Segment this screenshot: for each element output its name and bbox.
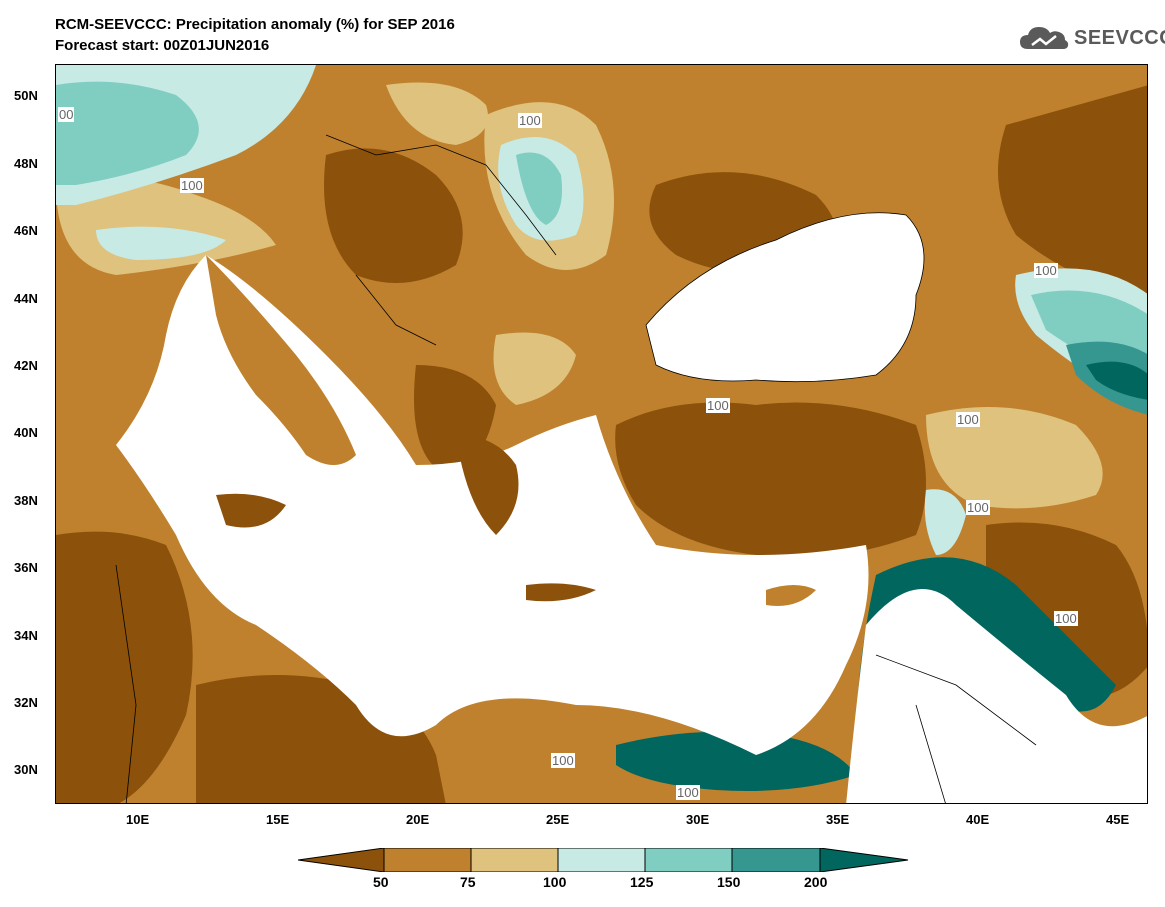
lat-label: 44N xyxy=(14,291,38,306)
lat-label: 30N xyxy=(14,762,38,777)
lat-label: 36N xyxy=(14,560,38,575)
colorbar-label: 50 xyxy=(373,874,389,890)
lat-label: 42N xyxy=(14,358,38,373)
anomaly-region xyxy=(616,731,856,791)
anomaly-map xyxy=(56,65,1147,803)
colorbar-label: 100 xyxy=(543,874,567,890)
land-crete xyxy=(526,583,596,602)
lon-label: 40E xyxy=(966,812,990,827)
chart-title: RCM-SEEVCCC: Precipitation anomaly (%) f… xyxy=(55,14,455,56)
lon-label: 15E xyxy=(266,812,290,827)
contour-label: 100 xyxy=(676,785,700,800)
lat-label: 32N xyxy=(14,695,38,710)
lon-label: 45E xyxy=(1106,812,1130,827)
contour-label: 100 xyxy=(1054,611,1078,626)
colorbar-seg-50-75 xyxy=(383,848,472,872)
contour-label: 100 xyxy=(1034,263,1058,278)
map-panel: 00 100 100 100 100 100 100 100 100 100 xyxy=(55,64,1148,804)
anomaly-region xyxy=(56,531,193,803)
contour-label: 100 xyxy=(180,178,204,193)
colorbar-seg-125-150 xyxy=(644,848,733,872)
colorbar-seg-gt200 xyxy=(819,848,909,872)
colorbar-seg-75-100 xyxy=(470,848,559,872)
land-sicily xyxy=(216,493,286,528)
country-borders xyxy=(115,134,1037,803)
title-line-1: RCM-SEEVCCC: Precipitation anomaly (%) f… xyxy=(55,16,455,33)
colorbar-label: 75 xyxy=(460,874,476,890)
coastlines xyxy=(645,212,925,383)
colorbar-label: 125 xyxy=(630,874,654,890)
contour-label: 100 xyxy=(956,412,980,427)
lat-label: 46N xyxy=(14,223,38,238)
contour-label: 100 xyxy=(518,113,542,128)
colorbar xyxy=(298,848,909,872)
lat-label: 34N xyxy=(14,628,38,643)
desert-masked xyxy=(846,589,1147,803)
lon-label: 10E xyxy=(126,812,150,827)
anomaly-region xyxy=(1086,361,1147,400)
land-cyprus xyxy=(766,585,816,606)
anomaly-region xyxy=(386,82,488,145)
anomaly-region xyxy=(516,152,562,225)
anomaly-region xyxy=(926,407,1103,509)
cloud-icon xyxy=(1020,27,1069,49)
lat-label: 40N xyxy=(14,425,38,440)
colorbar-seg-100-125 xyxy=(557,848,646,872)
lat-label: 38N xyxy=(14,493,38,508)
contour-label: 00 xyxy=(58,107,75,122)
colorbar-label: 150 xyxy=(717,874,741,890)
logo-text: SEEVCCC xyxy=(1074,26,1165,49)
lon-label: 20E xyxy=(406,812,430,827)
lon-label: 35E xyxy=(826,812,850,827)
colorbar-label: 200 xyxy=(804,874,828,890)
anomaly-region xyxy=(96,226,226,260)
contour-label: 100 xyxy=(706,398,730,413)
seevccc-logo: SEEVCCC xyxy=(1018,20,1165,56)
anomaly-region xyxy=(324,148,463,283)
lon-label: 30E xyxy=(686,812,710,827)
anomaly-region xyxy=(998,85,1147,295)
contour-label: 100 xyxy=(966,500,990,515)
lon-label: 25E xyxy=(546,812,570,827)
anomaly-region xyxy=(56,81,199,185)
lat-label: 48N xyxy=(14,156,38,171)
sea-black-sea xyxy=(646,212,924,382)
colorbar-seg-150-200 xyxy=(731,848,821,872)
anomaly-region xyxy=(493,332,576,405)
land-italy xyxy=(206,255,356,465)
contour-label: 100 xyxy=(551,753,575,768)
title-line-2: Forecast start: 00Z01JUN2016 xyxy=(55,37,270,54)
anomaly-region xyxy=(924,489,966,555)
anomaly-region xyxy=(615,402,926,558)
land-greece xyxy=(456,435,519,535)
lat-label: 50N xyxy=(14,88,38,103)
colorbar-seg-lt50 xyxy=(298,848,385,872)
